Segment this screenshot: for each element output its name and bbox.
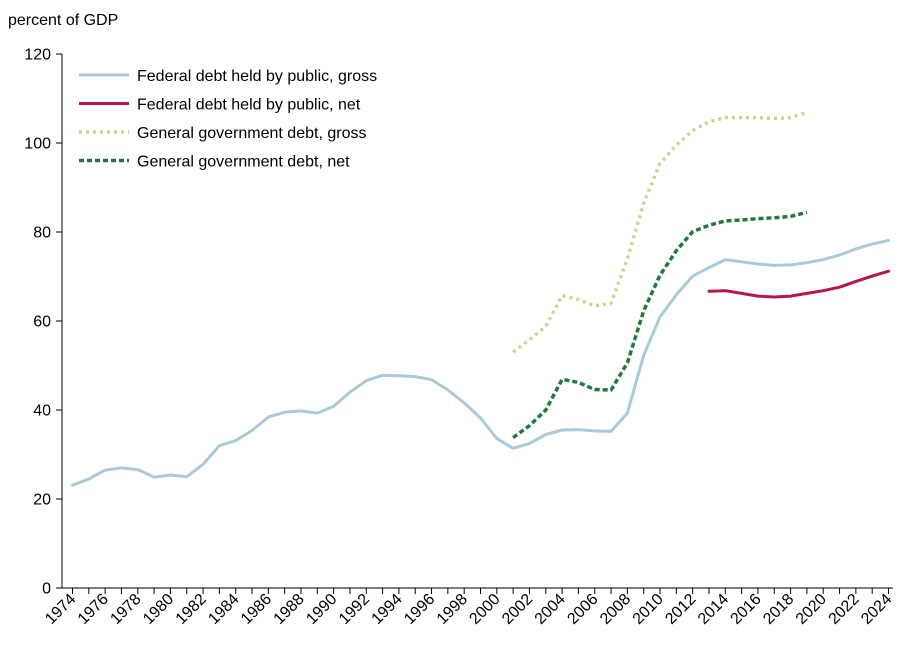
series-layer	[71, 110, 890, 487]
x-tick-label: 2014	[695, 591, 732, 628]
x-tick-label: 1982	[173, 591, 210, 628]
series-line-1	[71, 239, 890, 487]
y-unit-label: percent of GDP	[8, 12, 118, 29]
y-tick-label: 0	[42, 581, 51, 598]
series-line-4	[512, 210, 808, 440]
x-tick-label: 1984	[205, 591, 242, 628]
series-line-2	[707, 269, 890, 299]
x-tick-label: 1992	[336, 591, 373, 628]
x-tick-label: 1990	[303, 591, 340, 628]
x-tick-label: 2010	[630, 591, 667, 628]
x-tick-label: 1998	[434, 591, 471, 628]
x-tick-label: 1988	[271, 591, 308, 628]
x-tick-label: 1994	[369, 591, 406, 628]
x-tick-label: 2012	[662, 591, 699, 628]
legend: Federal debt held by public, gross Federa…	[79, 68, 377, 171]
x-tick-label: 2024	[858, 591, 895, 628]
legend-label-3: General government debt, gross	[137, 125, 366, 142]
y-tick-label: 60	[33, 314, 51, 331]
x-tick-label: 1980	[140, 591, 177, 628]
y-tick-label: 120	[24, 47, 51, 64]
x-tick-label: 2016	[728, 591, 765, 628]
x-tick-label: 1986	[238, 591, 275, 628]
x-tick-label: 2022	[825, 591, 862, 628]
series-line-3	[512, 110, 808, 354]
legend-label-1: Federal debt held by public, gross	[137, 68, 377, 85]
x-tick-label: 2000	[466, 591, 503, 628]
x-tick-label: 2020	[793, 591, 830, 628]
y-tick-label: 80	[33, 225, 51, 242]
x-tick-label: 2008	[597, 591, 634, 628]
x-tick-label: 2018	[760, 591, 797, 628]
y-tick-label: 20	[33, 492, 51, 509]
y-tick-label: 40	[33, 403, 51, 420]
x-tick-label: 1976	[75, 591, 112, 628]
x-tick-label: 1996	[401, 591, 438, 628]
x-tick-label: 1978	[107, 591, 144, 628]
x-tick-label: 2004	[532, 591, 569, 628]
legend-label-4: General government debt, net	[137, 154, 350, 171]
legend-label-2: Federal debt held by public, net	[137, 97, 361, 114]
y-tick-label: 100	[24, 136, 51, 153]
x-tick-label: 2002	[499, 591, 536, 628]
x-tick-label: 2006	[564, 591, 601, 628]
